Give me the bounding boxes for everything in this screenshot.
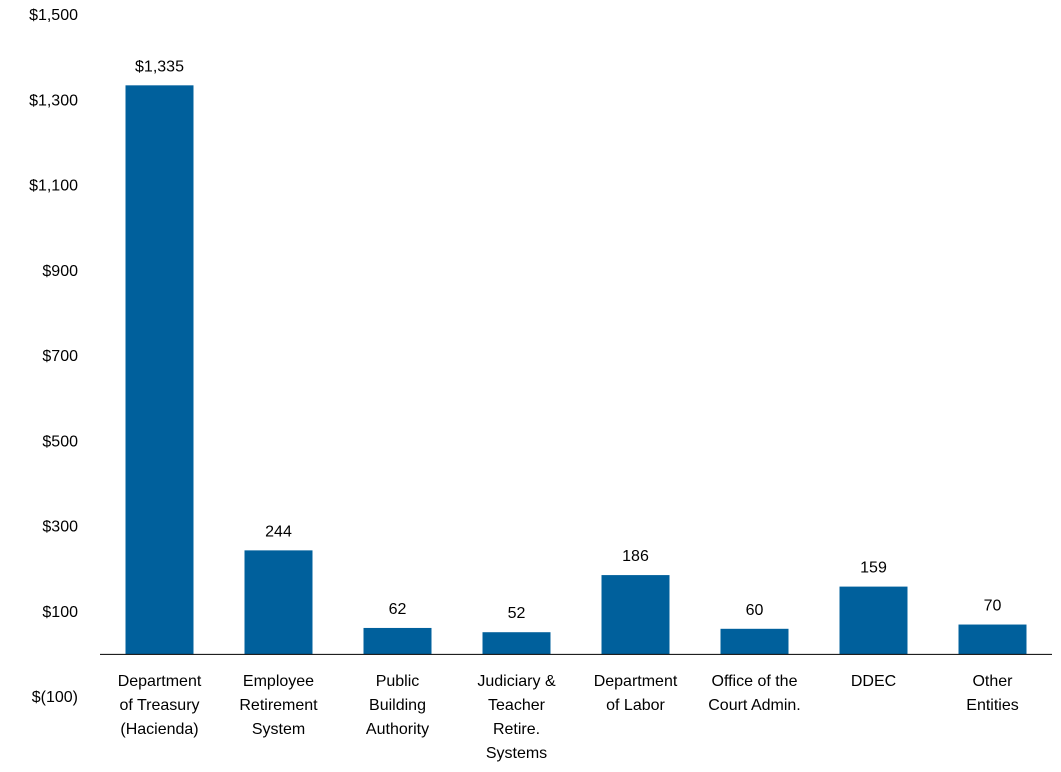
bar	[363, 627, 432, 655]
x-category-label: Office of the Court Admin.	[708, 673, 800, 714]
bars	[125, 85, 1027, 655]
data-label: 62	[389, 601, 407, 618]
x-category-label-line: DDEC	[851, 673, 896, 690]
y-tick-label: $900	[42, 263, 78, 280]
bar	[125, 85, 194, 655]
bar	[839, 586, 908, 655]
x-category-label-line: Authority	[366, 721, 429, 738]
x-category-label-line: Employee	[243, 673, 314, 690]
y-tick-label: $(100)	[32, 689, 78, 706]
bar	[958, 624, 1027, 655]
x-category-label-line: of Treasury	[119, 697, 199, 714]
x-category-label-line: Public	[376, 673, 420, 690]
x-category-label-line: Retire.	[493, 721, 540, 738]
data-label: 159	[860, 560, 887, 577]
x-category-label-line: Department	[118, 673, 202, 690]
x-category-label-line: (Hacienda)	[120, 721, 198, 738]
y-tick-label: $300	[42, 519, 78, 536]
y-tick-label: $1,300	[29, 92, 78, 109]
x-category-label-line: Office of the	[712, 673, 798, 690]
x-category-label-line: Systems	[486, 745, 547, 762]
y-axis-tick-labels: $(100) $100 $300 $500 $700 $900 $1,100 $1,300 $1…	[29, 7, 78, 706]
x-category-label: DDEC	[851, 673, 896, 690]
data-label: 70	[984, 598, 1002, 615]
x-category-label-line: Court Admin.	[708, 697, 800, 714]
data-label: 52	[508, 605, 526, 622]
x-category-label: Public Building Authority	[366, 673, 429, 738]
bar	[720, 628, 789, 655]
bar	[244, 550, 313, 655]
bar	[482, 632, 551, 655]
data-label: 186	[622, 548, 649, 565]
y-tick-label: $700	[42, 348, 78, 365]
x-category-label-line: Other	[972, 673, 1013, 690]
x-category-label: Employee Retirement System	[239, 673, 318, 738]
y-tick-label: $100	[42, 604, 78, 621]
y-tick-label: $500	[42, 433, 78, 450]
x-category-label-line: of Labor	[606, 697, 665, 714]
x-category-label: Other Entities	[966, 673, 1018, 714]
x-category-label: Judiciary & Teacher Retire. Systems	[477, 673, 556, 762]
y-tick-label: $1,100	[29, 178, 78, 195]
data-label: 60	[746, 602, 764, 619]
x-category-label-line: Retirement	[239, 697, 318, 714]
x-category-label-line: Entities	[966, 697, 1018, 714]
bar	[601, 575, 670, 655]
x-category-label: Department of Labor	[594, 673, 678, 714]
x-category-label-line: Teacher	[488, 697, 546, 714]
x-category-label: Department of Treasury (Hacienda)	[118, 673, 202, 738]
x-category-label-line: Building	[369, 697, 426, 714]
x-axis-category-labels: Department of Treasury (Hacienda) Employee R…	[118, 673, 1019, 762]
x-category-label-line: Judiciary &	[477, 673, 556, 690]
data-labels: $1,335 244 62 52 186 60 159 70	[135, 58, 1001, 622]
data-label: $1,335	[135, 58, 184, 75]
x-category-label-line: Department	[594, 673, 678, 690]
y-tick-label: $1,500	[29, 7, 78, 24]
data-label: 244	[265, 523, 292, 540]
x-category-label-line: System	[252, 721, 305, 738]
